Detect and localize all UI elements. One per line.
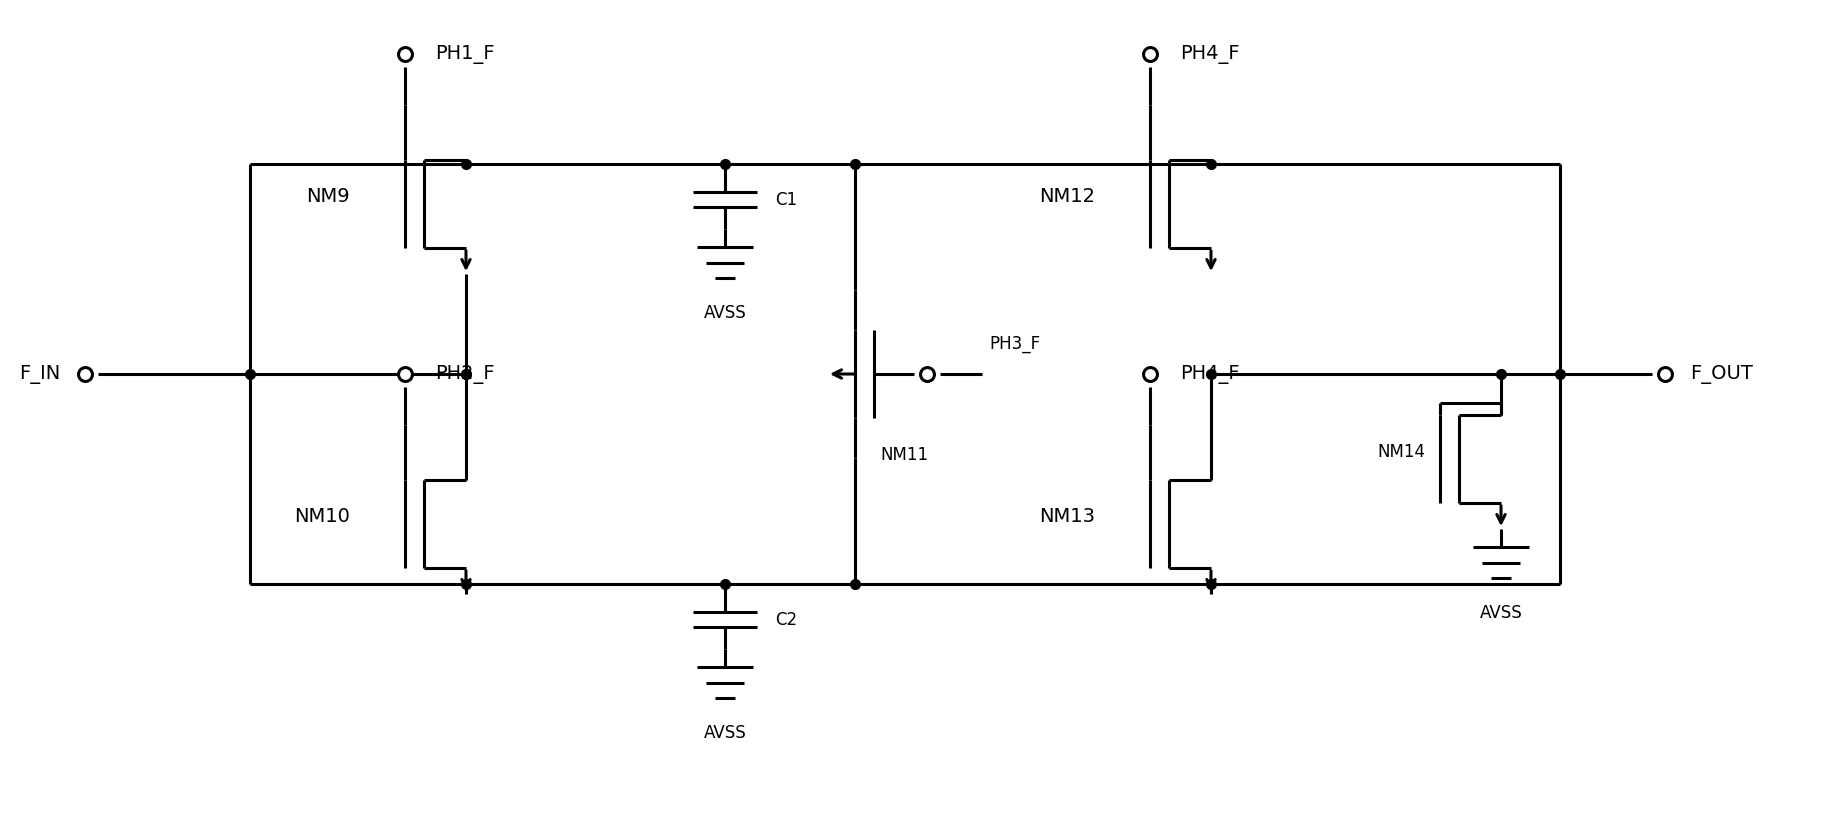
Text: PH3_F: PH3_F (988, 335, 1040, 352)
Text: AVSS: AVSS (1479, 604, 1522, 622)
Text: NM10: NM10 (294, 507, 349, 526)
Text: NM13: NM13 (1040, 507, 1095, 526)
Text: F_IN: F_IN (18, 365, 59, 384)
Text: PH4_F: PH4_F (1180, 365, 1239, 384)
Text: PH2_F: PH2_F (436, 365, 495, 384)
Text: NM9: NM9 (307, 188, 349, 206)
Text: AVSS: AVSS (704, 723, 746, 741)
Text: NM11: NM11 (879, 446, 929, 464)
Text: NM14: NM14 (1378, 442, 1426, 460)
Text: PH1_F: PH1_F (436, 45, 495, 65)
Text: F_OUT: F_OUT (1690, 365, 1753, 384)
Text: C2: C2 (776, 611, 798, 629)
Text: NM12: NM12 (1040, 188, 1095, 206)
Text: AVSS: AVSS (704, 304, 746, 322)
Text: PH4_F: PH4_F (1180, 45, 1239, 65)
Text: C1: C1 (776, 192, 798, 209)
